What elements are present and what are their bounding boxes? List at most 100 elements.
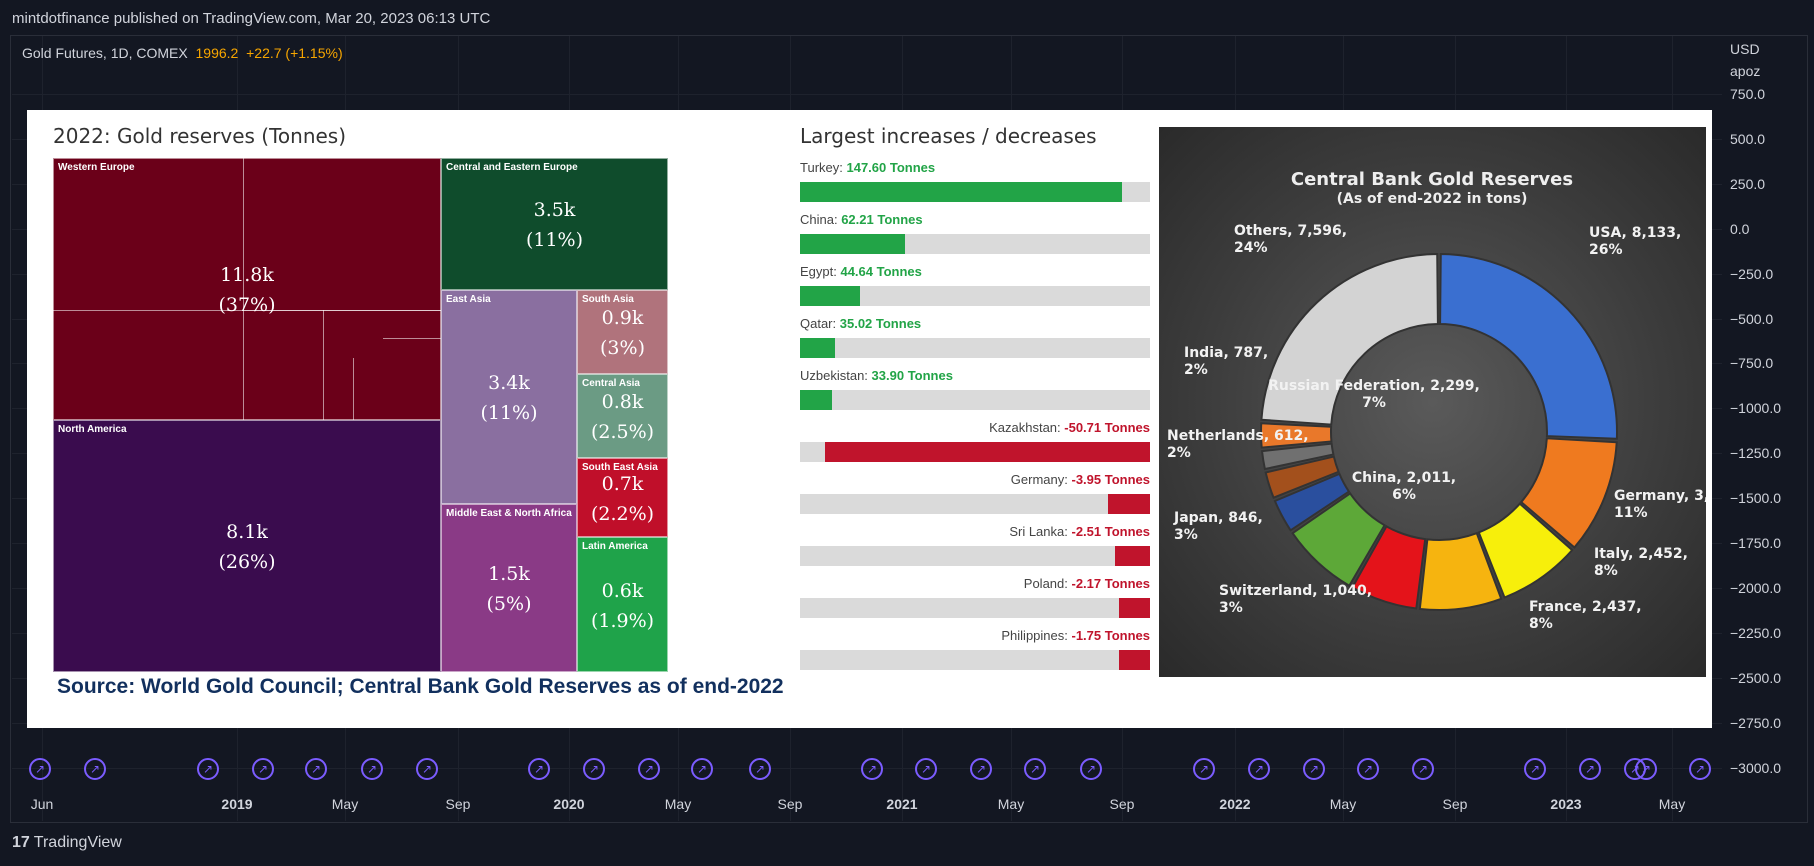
bar-value: -1.75 Tonnes bbox=[1071, 628, 1150, 643]
economic-event-icon[interactable]: ↗ bbox=[970, 758, 992, 780]
bar-fill-increase bbox=[800, 234, 905, 254]
treemap-region-share: (5%) bbox=[486, 593, 532, 615]
bar-track bbox=[800, 546, 1150, 566]
time-label: Sep bbox=[445, 796, 471, 812]
economic-event-icon[interactable]: ↗ bbox=[29, 758, 51, 780]
economic-event-icon[interactable]: ↗ bbox=[691, 758, 713, 780]
treemap-region-label: East Asia bbox=[446, 294, 491, 305]
price-label: 500.0 bbox=[1730, 130, 1766, 147]
bar-label: Uzbekistan: 33.90 Tonnes bbox=[800, 368, 1150, 386]
economic-event-icon[interactable]: ↗ bbox=[1024, 758, 1046, 780]
donut-slice-label: France, 2,437, bbox=[1529, 599, 1642, 615]
treemap-region-label: Western Europe bbox=[58, 162, 135, 173]
economic-event-icon[interactable]: ↗ bbox=[915, 758, 937, 780]
price-label: −2000.0 bbox=[1730, 579, 1781, 596]
treemap-region: Latin America 0.6k (1.9%) bbox=[577, 537, 668, 672]
bar-label: China: 62.21 Tonnes bbox=[800, 212, 1150, 230]
economic-event-icon[interactable]: ↗ bbox=[1579, 758, 1601, 780]
treemap-region-label: Latin America bbox=[582, 541, 648, 552]
bar-country: Philippines: bbox=[1001, 628, 1072, 643]
economic-event-icon[interactable]: ↗ bbox=[1248, 758, 1270, 780]
economic-event-icon[interactable]: ↗ bbox=[1635, 758, 1657, 780]
treemap-region-label: Central Asia bbox=[582, 378, 640, 389]
time-label: May bbox=[1658, 796, 1686, 812]
decrease-row: Kazakhstan: -50.71 Tonnes bbox=[800, 420, 1150, 462]
price-label: −2500.0 bbox=[1730, 669, 1781, 686]
donut-slice-label: 8% bbox=[1594, 563, 1618, 579]
donut-slice bbox=[1477, 502, 1574, 599]
price-label: −1000.0 bbox=[1730, 400, 1781, 417]
time-label: Sep bbox=[777, 796, 803, 812]
bars-title: Largest increases / decreases bbox=[800, 124, 1097, 148]
treemap-region-share: (1.9%) bbox=[590, 609, 655, 632]
economic-event-icon[interactable]: ↗ bbox=[528, 758, 550, 780]
economic-event-icon[interactable]: ↗ bbox=[638, 758, 660, 780]
bar-country: Qatar: bbox=[800, 316, 840, 331]
bar-fill-decrease bbox=[1108, 494, 1150, 514]
economic-event-icon[interactable]: ↗ bbox=[84, 758, 106, 780]
bar-fill-increase bbox=[800, 390, 832, 410]
economic-event-icon[interactable]: ↗ bbox=[1357, 758, 1379, 780]
donut-slice-label: China, 2,011, bbox=[1352, 470, 1456, 486]
price-label: 0.0 bbox=[1730, 220, 1750, 237]
increase-row: China: 62.21 Tonnes bbox=[800, 212, 1150, 254]
donut-slice-label: 8% bbox=[1529, 616, 1553, 632]
economic-event-icon[interactable]: ↗ bbox=[1524, 758, 1546, 780]
treemap-region: North America 8.1k (26%) bbox=[53, 420, 441, 672]
publisher-line: mintdotfinance published on TradingView.… bbox=[12, 10, 491, 27]
bar-label: Egypt: 44.64 Tonnes bbox=[800, 264, 1150, 282]
bar-label: Turkey: 147.60 Tonnes bbox=[800, 160, 1150, 178]
treemap-region-share: (11%) bbox=[525, 229, 584, 251]
bar-label: Sri Lanka: -2.51 Tonnes bbox=[800, 524, 1150, 542]
economic-event-icon[interactable]: ↗ bbox=[583, 758, 605, 780]
economic-event-icon[interactable]: ↗ bbox=[861, 758, 883, 780]
donut-slice-label: Switzerland, 1,040, bbox=[1219, 583, 1372, 599]
economic-event-icon[interactable]: ↗ bbox=[1412, 758, 1434, 780]
bar-track bbox=[800, 234, 1150, 254]
time-label: 2023 bbox=[1550, 796, 1582, 812]
bar-label: Philippines: -1.75 Tonnes bbox=[800, 628, 1150, 646]
bar-country: Egypt: bbox=[800, 264, 841, 279]
price-axis[interactable]: USD apoz bbox=[1722, 35, 1806, 821]
symbol-legend[interactable]: Gold Futures, 1D, COMEX 1996.2 +22.7 (+1… bbox=[22, 45, 343, 61]
bar-value: 44.64 Tonnes bbox=[840, 264, 922, 279]
time-label: 2019 bbox=[221, 796, 253, 812]
treemap-region-value: 0.8k bbox=[601, 391, 644, 413]
donut-title: Central Bank Gold Reserves bbox=[1291, 169, 1573, 190]
economic-event-icon[interactable]: ↗ bbox=[1080, 758, 1102, 780]
donut-slice-label: Netherlands, 612, bbox=[1167, 428, 1309, 444]
bar-country: Germany: bbox=[1010, 472, 1072, 487]
time-label: May bbox=[997, 796, 1025, 812]
price-change: +22.7 (+1.15%) bbox=[246, 45, 343, 61]
bar-label: Qatar: 35.02 Tonnes bbox=[800, 316, 1150, 334]
economic-event-icon[interactable]: ↗ bbox=[1303, 758, 1325, 780]
treemap-title: 2022: Gold reserves (Tonnes) bbox=[53, 124, 347, 148]
donut-slice-label: India, 787, bbox=[1184, 345, 1268, 361]
treemap-region-share: (3%) bbox=[600, 337, 645, 359]
economic-event-icon[interactable]: ↗ bbox=[305, 758, 327, 780]
treemap-region-value: 11.8k bbox=[220, 264, 274, 286]
donut-slice-label: Russian Federation, 2,299, bbox=[1268, 378, 1480, 394]
donut-slice-label: 3% bbox=[1174, 527, 1198, 543]
donut-slice bbox=[1260, 252, 1439, 426]
bar-value: 62.21 Tonnes bbox=[841, 212, 923, 227]
economic-event-icon[interactable]: ↗ bbox=[1689, 758, 1711, 780]
economic-event-icon[interactable]: ↗ bbox=[197, 758, 219, 780]
economic-event-icon[interactable]: ↗ bbox=[1193, 758, 1215, 780]
donut-slice bbox=[1260, 422, 1333, 449]
economic-event-icon[interactable]: ↗ bbox=[749, 758, 771, 780]
price-label: −1500.0 bbox=[1730, 490, 1781, 507]
economic-event-icon[interactable]: ↗ bbox=[361, 758, 383, 780]
treemap-region-value: 0.6k bbox=[601, 579, 644, 602]
bar-value: -2.51 Tonnes bbox=[1071, 524, 1150, 539]
treemap-subdivision bbox=[353, 358, 354, 420]
economic-event-icon[interactable]: ↗ bbox=[252, 758, 274, 780]
treemap-region-value: 3.5k bbox=[533, 199, 576, 221]
decrease-row: Philippines: -1.75 Tonnes bbox=[800, 628, 1150, 670]
bar-fill-increase bbox=[800, 182, 1122, 202]
donut-slice-label: 24% bbox=[1234, 240, 1268, 256]
economic-event-icon[interactable]: ↗ bbox=[416, 758, 438, 780]
donut-slice-label: USA, 8,133, bbox=[1589, 225, 1681, 241]
bar-country: Uzbekistan: bbox=[800, 368, 872, 383]
footer-brand[interactable]: 17 TradingView bbox=[12, 834, 122, 852]
